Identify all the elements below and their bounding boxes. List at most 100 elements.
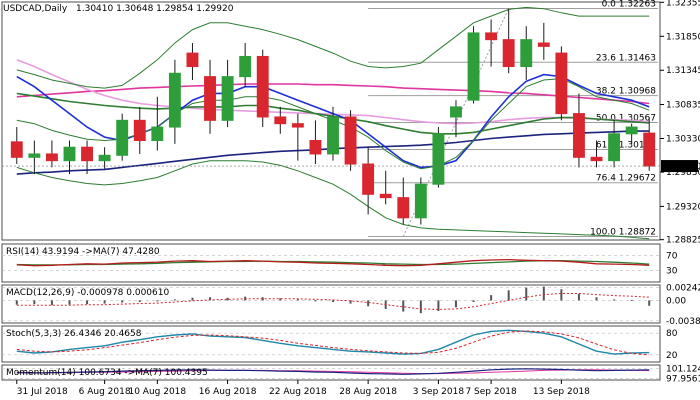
last-price-box [661,160,698,173]
candle-bullish [151,126,164,141]
candle-bearish [309,139,322,155]
macd-pane: 0.002422 0.00 -0.003843 MACD(12,26,9) -0.00… [1,284,700,327]
macd-histogram-bar [648,300,651,306]
candle-bullish [450,106,462,118]
candle-bullish [239,55,252,78]
candle-bearish [45,153,58,162]
macd-histogram-bar [419,300,422,314]
candle-bullish [168,72,181,128]
price-pane: 1.32355 1.31850 1.31345 1.30835 1.30330 1.298… [1,0,700,246]
macd-pane-tick-label: 0.002422 [666,284,700,294]
date-tick-label: 10 Aug 2018 [128,387,186,397]
candle-bearish [362,163,375,195]
momentum-line [16,368,650,375]
candle-bearish [643,132,656,167]
macd-histogram-bar [138,300,141,303]
rsi-pane-frame-axis [661,244,699,282]
candle-bearish [81,146,93,162]
rsi-pane: 70 30 RSI(14) 43.9194 ->MA(7) 47.4280 [1,243,699,283]
mom-pane-frame-axis [661,365,699,380]
candle-bearish [291,123,304,128]
stoch-pane-frame-axis [661,326,699,362]
date-tick-label: 28 Aug 2018 [339,387,397,397]
candle-bearish [502,39,515,68]
macd-pane-frame-axis [661,285,699,323]
macd-histogram-bar [191,297,194,301]
macd-histogram-bar [577,294,580,301]
macd-histogram-bar [367,300,370,307]
overlay-bb-upper [16,6,650,89]
candle-bullish [327,116,339,155]
candle-bearish [379,193,392,199]
mom-pane-frame [1,364,661,381]
price-tick-label: 1.31345 [666,66,700,76]
fibonacci-level-label: 0.0 1.32263 [602,0,656,10]
candle-bullish [414,183,427,219]
macd-histogram-bar [68,300,71,305]
momentum-pane: 101.124197.9561 Momentum(14) 100.6734 ->M… [1,364,700,385]
date-tick-label: 7 Sep 2018 [465,387,517,397]
price-tick-label: 1.32355 [666,0,700,8]
macd-histogram-bar [156,300,159,302]
candle-bearish [344,116,357,165]
rsi-pane-tick-label: 70 [666,251,678,261]
candle-bullish [98,154,111,162]
candle-bullish [63,146,76,162]
stoch-pane-tick-label: 80 [666,329,678,339]
momentum-ma-line [16,369,650,375]
candle-bullish [28,153,41,158]
macd-histogram-bar [525,287,528,301]
candle-bullish [221,76,234,121]
macd-histogram-bar [437,300,440,312]
macd-signal-line [16,293,650,310]
macd-histogram-bar [86,300,89,305]
price-pane-frame-axis [661,2,699,240]
mom-pane-tick-label: 101.1241 [666,364,700,374]
rsi-line [16,258,650,267]
symbol-label: USDCAD,Daily [3,4,68,14]
date-tick-label: 16 Aug 2018 [199,387,257,397]
date-tick-label: 31 Jul 2018 [17,387,68,397]
macd-histogram-bar [121,300,124,303]
price-pane-frame [1,1,661,241]
macd-pane-frame [1,284,661,324]
price-tick-label: 1.30835 [666,101,700,111]
macd-histogram-bar [349,300,352,304]
fibonacci-level-label: 38.2 1.30968 [596,87,656,97]
macd-histogram-bar [490,295,493,301]
candle-bullish [520,39,533,68]
candle-bullish [432,133,445,185]
macd-histogram-bar [15,300,18,305]
overlay-bb-lower [16,160,650,240]
ohlc-label: 1.30410 1.30648 1.29854 1.29920 [76,4,234,14]
date-tick-label: 22 Aug 2018 [269,387,327,397]
date-tick-label: 6 Aug 2018 [79,387,131,397]
stoch-pane-tick-label: 20 [666,351,678,361]
macd-pane-tick-label: 0.00 [666,296,686,306]
overlay-sma-100 [16,83,650,105]
candle-bearish [537,42,550,47]
candle-bearish [186,52,199,68]
stoch-k-line [16,329,650,355]
macd-histogram-bar [454,300,457,308]
fibonacci-level-label: 100.0 1.28872 [590,228,656,238]
price-tick-label: 1.30330 [666,134,700,144]
fibonacci-level-label: 50.0 1.30567 [596,114,656,124]
price-tick-label: 1.29320 [666,202,700,212]
macd-histogram-bar [402,300,405,312]
macd-histogram-bar [103,300,106,304]
macd-histogram-bar [226,297,229,301]
candle-bearish [397,197,410,219]
macd-histogram-bar [595,297,598,301]
candle-bullish [625,126,638,135]
candle-bearish [274,116,287,125]
macd-pane-tick-label: -0.003843 [666,317,700,327]
price-tick-label: 1.28825 [666,236,700,246]
date-tick-label: 13 Sep 2018 [533,387,590,397]
macd-histogram-bar [332,300,334,303]
macd-histogram-bar [261,297,264,301]
candle-bearish [133,119,146,141]
stoch-pane-frame [1,325,661,363]
macd-histogram-bar [279,298,282,301]
